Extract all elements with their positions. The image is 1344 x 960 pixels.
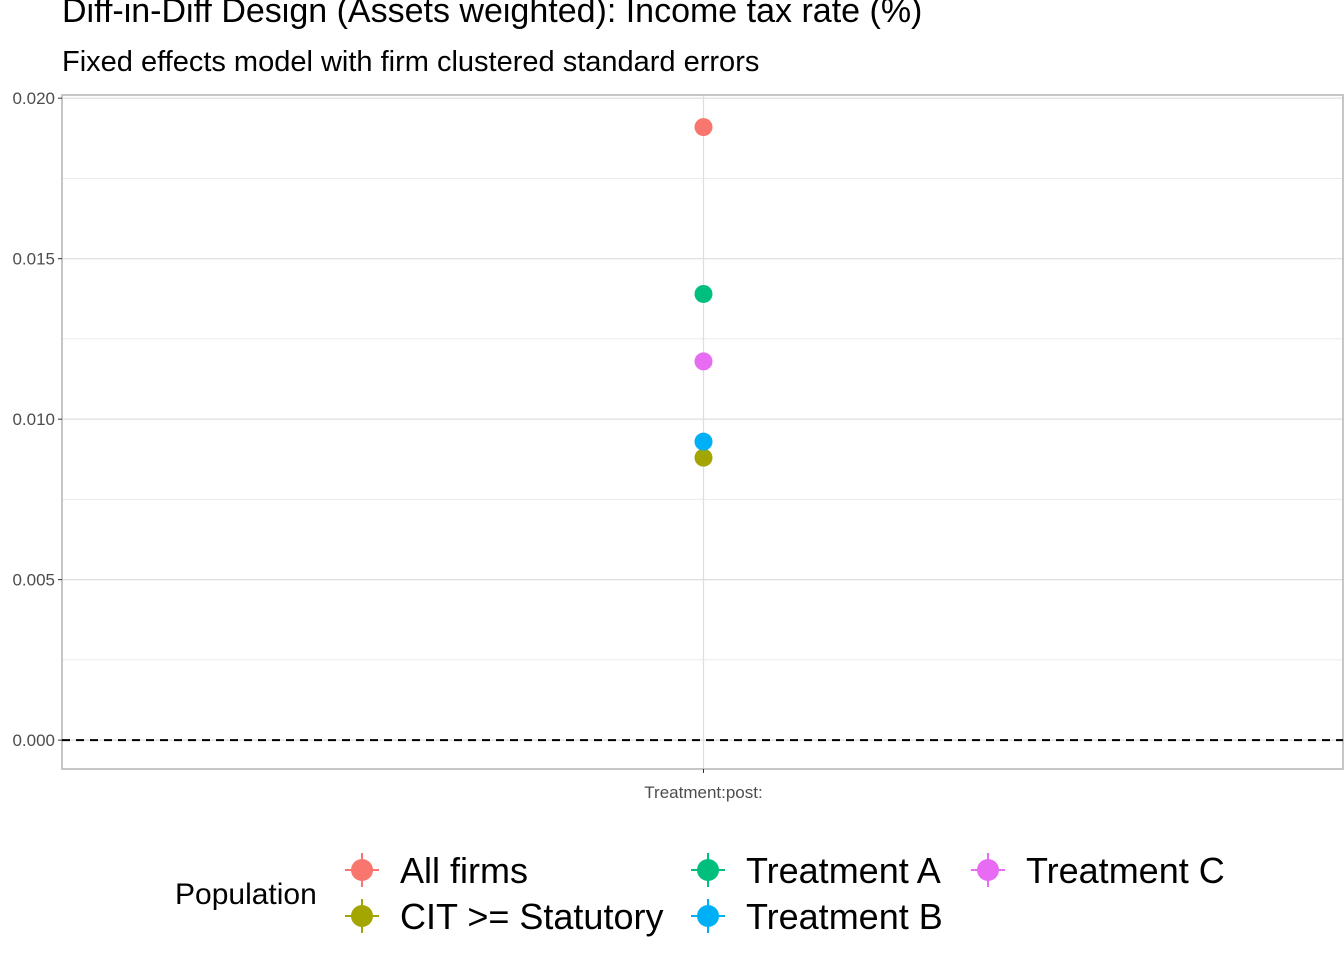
legend-item-cit-statutory: CIT >= Statutory bbox=[345, 896, 663, 937]
legend-item-treatment-c: Treatment C bbox=[971, 850, 1225, 891]
legend-item-treatment-b: Treatment B bbox=[691, 896, 943, 937]
legend-label: Treatment A bbox=[746, 850, 941, 891]
legend-key-point bbox=[697, 859, 719, 881]
grid-layer bbox=[62, 95, 1343, 769]
legend-key-point bbox=[697, 905, 719, 927]
y-tick-label: 0.010 bbox=[12, 410, 55, 429]
legend-label: Treatment B bbox=[746, 896, 943, 937]
chart-title: Diff-in-Diff Design (Assets weighted): I… bbox=[62, 0, 923, 30]
legend-key-point bbox=[977, 859, 999, 881]
point-treatment-c bbox=[694, 352, 713, 371]
point-cit-statutory bbox=[694, 448, 713, 467]
panel-border bbox=[61, 94, 1344, 770]
point-all-firms bbox=[694, 118, 713, 137]
x-tick-label: Treatment:post: bbox=[644, 783, 762, 802]
legend-title: Population bbox=[175, 878, 317, 911]
chart-subtitle: Fixed effects model with firm clustered … bbox=[62, 46, 760, 78]
legend-label: CIT >= Statutory bbox=[400, 896, 663, 937]
legend-label: Treatment C bbox=[1026, 850, 1225, 891]
legend-item-all-firms: All firms bbox=[345, 850, 528, 891]
legend-label: All firms bbox=[400, 850, 528, 891]
point-treatment-b bbox=[694, 432, 713, 451]
axis-layer: 0.000 0.005 0.010 0.015 0.020 Treatment:post: bbox=[12, 89, 1344, 802]
y-tick-label: 0.020 bbox=[12, 89, 55, 108]
point-treatment-a bbox=[694, 284, 713, 303]
legend: Population All firms CIT >= Statutory Treat… bbox=[175, 850, 1225, 937]
legend-item-treatment-a: Treatment A bbox=[691, 850, 941, 891]
legend-key-point bbox=[351, 859, 373, 881]
y-tick-label: 0.015 bbox=[12, 250, 55, 269]
y-tick-label: 0.000 bbox=[12, 731, 55, 750]
marks-layer bbox=[62, 118, 1343, 742]
legend-key-point bbox=[351, 905, 373, 927]
y-tick-label: 0.005 bbox=[12, 571, 55, 590]
